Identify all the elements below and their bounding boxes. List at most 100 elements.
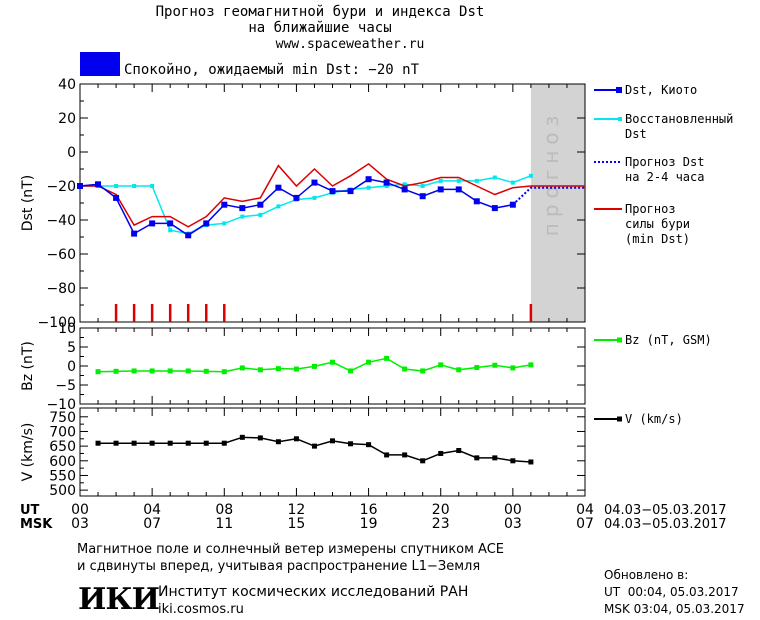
point-bz <box>131 368 137 374</box>
point-speed <box>185 440 191 446</box>
x-tick-label-msk: 07 <box>576 516 594 532</box>
point-dst-kyoto <box>365 176 372 183</box>
legend-storm-label: Прогноз силы бури (min Dst) <box>625 202 691 246</box>
point-dst-restored <box>438 178 443 183</box>
point-dst-kyoto <box>311 179 318 186</box>
y-axis-label: Bz (nT) <box>20 341 36 391</box>
x-tick-label-msk: 23 <box>432 516 450 532</box>
point-bz <box>203 368 209 374</box>
y-tick-label: −80 <box>46 281 76 297</box>
point-dst-restored <box>222 221 227 226</box>
legend-bz-label: Bz (nT, GSM) <box>625 333 712 347</box>
point-dst-restored <box>168 228 173 233</box>
point-speed <box>149 440 155 446</box>
ut-date-range: 04.03−05.03.2017 <box>604 503 727 518</box>
point-dst-kyoto <box>95 181 102 188</box>
plot-frame <box>79 83 586 323</box>
point-dst-restored <box>456 178 461 183</box>
site-url[interactable]: www.spaceweather.ru <box>275 37 425 52</box>
point-bz <box>293 366 299 372</box>
point-dst-restored <box>312 195 317 200</box>
point-speed <box>438 450 444 456</box>
point-bz <box>366 359 372 365</box>
series-forecast-dst-line <box>512 186 585 206</box>
series-dst-kyoto-line <box>79 178 513 237</box>
y-tick-label: 0 <box>67 145 76 161</box>
point-dst-kyoto <box>401 186 408 193</box>
point-bz <box>492 362 498 368</box>
point-bz <box>528 362 534 368</box>
y-tick-label: −100 <box>38 315 76 331</box>
x-tick-label-ut: 08 <box>215 502 233 518</box>
point-dst-kyoto <box>347 188 354 195</box>
y-tick-label: 40 <box>58 77 76 93</box>
point-dst-kyoto <box>437 186 444 193</box>
y-tick-label: 750 <box>49 410 76 426</box>
point-speed <box>239 434 245 440</box>
y-tick-label: −5 <box>55 378 76 394</box>
point-speed <box>384 452 390 458</box>
point-speed <box>330 438 335 444</box>
point-dst-kyoto <box>383 179 390 186</box>
point-dst-kyoto <box>257 201 264 208</box>
legend-forecast-dst-label: Прогноз Dst на 2-4 часа <box>625 155 705 184</box>
point-speed <box>275 439 281 445</box>
msk-axis-label: MSK <box>20 517 53 532</box>
plot-frame <box>79 327 586 405</box>
series-speed-line <box>98 436 531 463</box>
point-dst-kyoto <box>455 186 462 193</box>
point-bz <box>113 368 119 374</box>
chart-subtitle: на ближайшие часы <box>248 20 392 36</box>
x-tick-label-ut: 00 <box>504 502 522 518</box>
point-dst-restored <box>150 184 155 188</box>
point-dst-restored <box>420 184 425 188</box>
point-dst-kyoto <box>293 194 300 201</box>
point-speed <box>492 455 498 461</box>
point-bz <box>348 368 354 374</box>
y-tick-label: 700 <box>49 424 76 440</box>
status-text: Спокойно, ожидаемый min Dst: −20 nT <box>124 62 420 78</box>
point-bz <box>167 368 173 374</box>
legend-dst-kyoto-label: Dst, Киото <box>625 83 698 97</box>
point-dst-kyoto <box>113 194 120 201</box>
point-bz <box>438 362 444 368</box>
y-tick-label: 600 <box>49 454 76 470</box>
point-speed <box>366 442 372 448</box>
y-axis-label: Dst (nT) <box>20 175 36 231</box>
y-tick-label: 5 <box>67 340 76 356</box>
point-bz <box>456 367 462 373</box>
point-bz <box>239 365 245 371</box>
point-speed <box>311 443 317 449</box>
point-speed <box>420 458 426 464</box>
point-speed <box>221 440 227 446</box>
point-bz <box>275 366 281 372</box>
point-dst-kyoto <box>185 232 192 239</box>
y-tick-label: 10 <box>58 321 76 337</box>
point-dst-kyoto <box>149 220 156 227</box>
point-dst-kyoto <box>329 188 336 195</box>
point-speed <box>402 452 408 458</box>
point-bz <box>330 359 335 365</box>
point-dst-restored <box>114 184 119 188</box>
legend-bz-symbol-marker <box>617 337 622 343</box>
point-dst-kyoto <box>167 220 174 227</box>
x-tick-label-ut: 04 <box>576 502 594 518</box>
series-dst-restored-line <box>80 175 532 235</box>
point-bz <box>420 368 426 374</box>
institute-url[interactable]: iki.cosmos.ru <box>158 602 244 617</box>
point-speed <box>257 435 263 441</box>
point-dst-restored <box>492 175 497 180</box>
point-bz <box>510 365 516 371</box>
point-dst-restored <box>276 204 281 209</box>
legend-speed-symbol-marker <box>617 416 622 422</box>
iki-logo: ИКИ <box>78 582 160 617</box>
institute-name: Институт космических исследований РАН <box>158 584 469 600</box>
point-dst-restored <box>510 180 515 185</box>
point-speed <box>293 436 299 442</box>
y-tick-label: 650 <box>49 439 76 455</box>
point-dst-restored <box>402 182 407 187</box>
plot-frame <box>79 407 586 497</box>
point-bz <box>384 355 390 361</box>
y-tick-label: 500 <box>49 483 76 499</box>
point-speed <box>203 440 209 446</box>
